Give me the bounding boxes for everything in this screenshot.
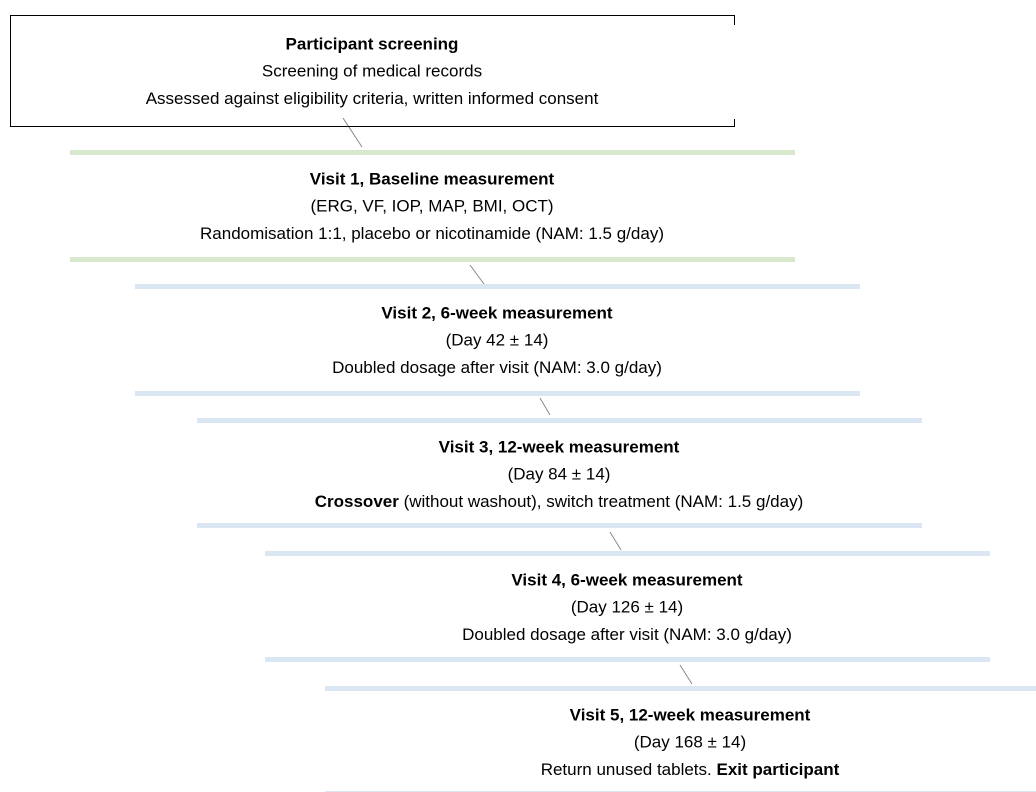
- text-segment: (without washout), switch treatment (NAM…: [399, 492, 803, 511]
- connector: [609, 531, 622, 551]
- step-line: (Day 168 ± 14): [634, 733, 746, 752]
- step-line: Randomisation 1:1, placebo or nicotinami…: [200, 224, 664, 243]
- box-bottom-bar: [70, 257, 795, 262]
- text-segment: Screening of medical records: [262, 62, 482, 81]
- step-box: Visit 1, Baseline measurement (ERG, VF, I…: [70, 150, 795, 262]
- step-line: (Day 126 ± 14): [571, 598, 683, 617]
- step-title: Visit 5, 12-week measurement: [570, 705, 811, 724]
- step-title: Participant screening: [286, 34, 459, 53]
- text-segment: (ERG, VF, IOP, MAP, BMI, OCT): [310, 197, 553, 216]
- connector: [539, 397, 551, 416]
- text-segment: (Day 126 ± 14): [571, 598, 683, 617]
- step-line: Return unused tablets. Exit participant: [541, 760, 840, 779]
- box-bottom-bar: [135, 391, 860, 396]
- box-top-bar: [135, 284, 860, 289]
- box-top-bar: [325, 686, 1036, 691]
- step-box: Visit 3, 12-week measurement (Day 84 ± 14…: [197, 418, 922, 528]
- connector: [679, 664, 693, 685]
- step-box: Visit 5, 12-week measurement (Day 168 ± 1…: [325, 686, 1036, 792]
- text-segment: Return unused tablets.: [541, 760, 717, 779]
- box-bottom-bar: [197, 523, 922, 528]
- step-line: (Day 84 ± 14): [508, 465, 611, 484]
- text-segment: (Day 84 ± 14): [508, 465, 611, 484]
- connector: [342, 117, 363, 148]
- step-title: Visit 4, 6-week measurement: [511, 570, 743, 589]
- text-segment: Crossover: [315, 492, 399, 511]
- text-segment: Randomisation 1:1, placebo or nicotinami…: [200, 224, 664, 243]
- step-line: Assessed against eligibility criteria, w…: [146, 89, 599, 108]
- text-segment: Assessed against eligibility criteria, w…: [146, 89, 599, 108]
- step-line: Doubled dosage after visit (NAM: 3.0 g/d…: [332, 358, 662, 377]
- box-top-bar: [265, 551, 990, 556]
- text-segment: (Day 42 ± 14): [446, 331, 549, 350]
- step-line: (ERG, VF, IOP, MAP, BMI, OCT): [310, 197, 553, 216]
- step-line: (Day 42 ± 14): [446, 331, 549, 350]
- box-top-bar: [197, 418, 922, 423]
- step-box: Visit 2, 6-week measurement (Day 42 ± 14)…: [135, 284, 860, 396]
- box-bottom-bar: [265, 657, 990, 662]
- box-top-bar: [70, 150, 795, 155]
- step-line: Doubled dosage after visit (NAM: 3.0 g/d…: [462, 625, 792, 644]
- step-line: Screening of medical records: [262, 62, 482, 81]
- step-line: Crossover (without washout), switch trea…: [315, 492, 803, 511]
- step-title: Visit 3, 12-week measurement: [439, 437, 680, 456]
- step-box: Participant screening Screening of medica…: [10, 15, 735, 127]
- step-title: Visit 2, 6-week measurement: [381, 303, 613, 322]
- text-segment: (Day 168 ± 14): [634, 733, 746, 752]
- text-segment: Doubled dosage after visit (NAM: 3.0 g/d…: [462, 625, 792, 644]
- text-segment: Doubled dosage after visit (NAM: 3.0 g/d…: [332, 358, 662, 377]
- text-segment: Exit participant: [716, 760, 839, 779]
- step-title: Visit 1, Baseline measurement: [310, 169, 555, 188]
- step-box: Visit 4, 6-week measurement (Day 126 ± 14…: [265, 551, 990, 662]
- connector: [469, 264, 485, 285]
